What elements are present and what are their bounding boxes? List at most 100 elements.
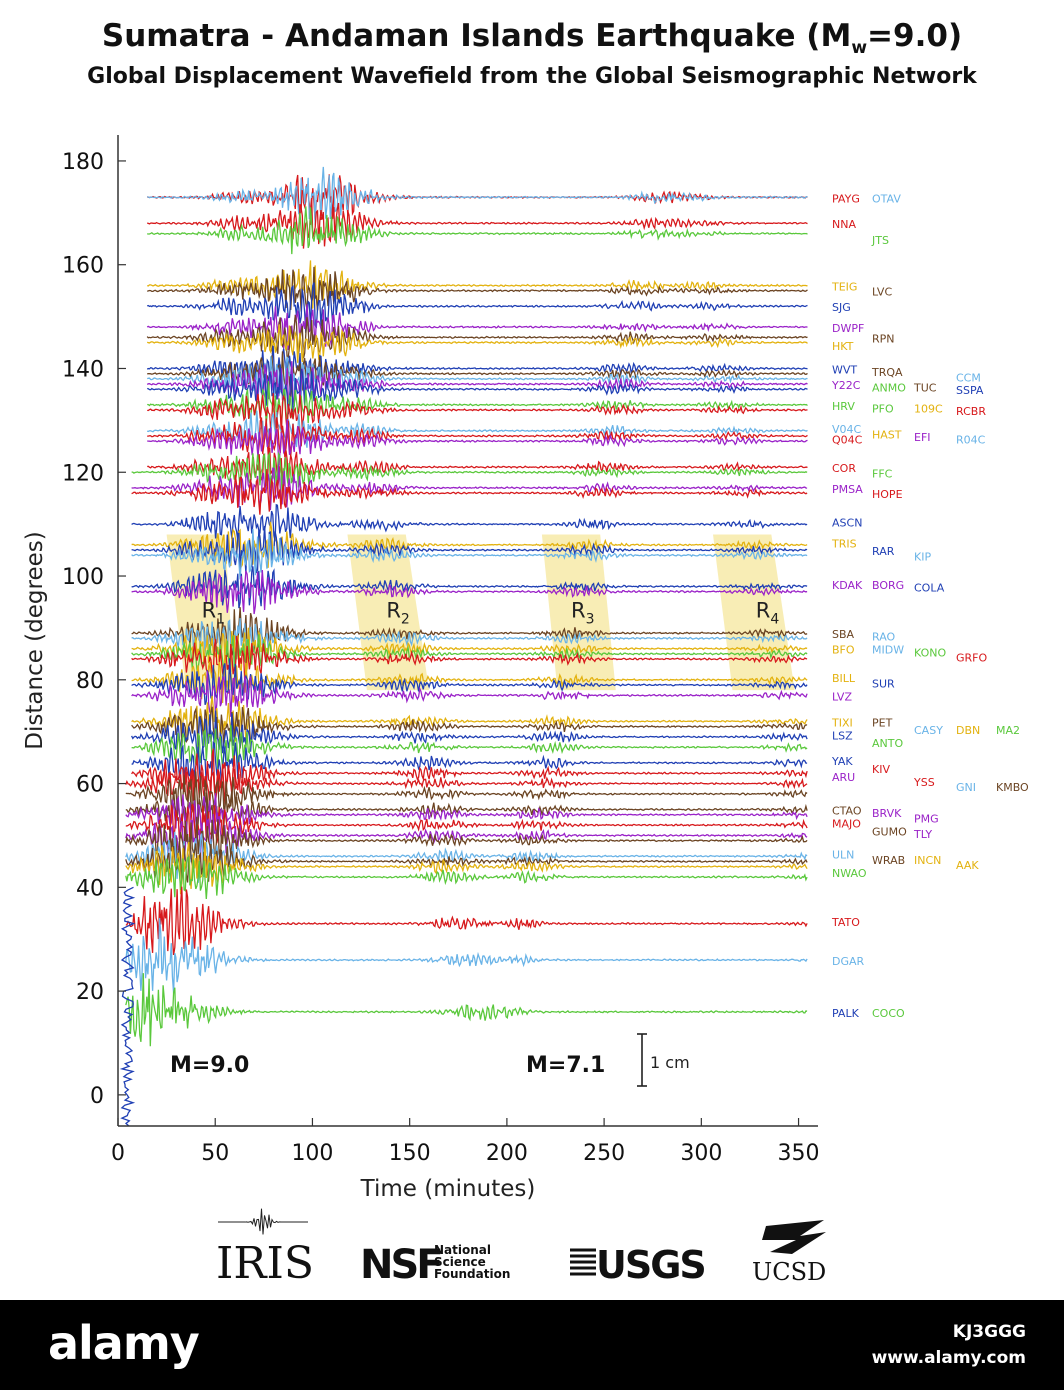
- station-label-109c: 109C: [914, 402, 943, 415]
- y-tick-label-120: 120: [62, 461, 104, 486]
- trace-2: [146, 198, 808, 249]
- trace-45: [125, 771, 808, 821]
- y-tick-label-0: 0: [90, 1084, 104, 1109]
- station-label-lvz: LVZ: [832, 690, 852, 703]
- x-axis-label: Time (minutes): [360, 1176, 536, 1202]
- station-label-rar: RAR: [872, 545, 895, 558]
- seismogram-chart: 0 50 100 150 200 250 300 350 0 20 40 60 80 100 120 140 1…: [22, 135, 1029, 1289]
- usgs-logo: USGS: [596, 1243, 705, 1287]
- station-label-y22c: Y22C: [831, 379, 861, 392]
- x-tick-label-50: 50: [201, 1141, 229, 1166]
- x-tick-label-250: 250: [583, 1141, 625, 1166]
- stock-url: www.alamy.com: [871, 1348, 1026, 1368]
- phase-label-sub-3: 3: [586, 612, 595, 628]
- station-label-brvk: BRVK: [872, 807, 902, 820]
- nsf-logo-line-3: Foundation: [434, 1267, 510, 1281]
- station-label-sur: SUR: [872, 677, 895, 690]
- aftershock-label: M=7.1: [526, 1053, 605, 1078]
- trace-11: [147, 351, 808, 398]
- station-label-kiv: KIV: [872, 763, 890, 776]
- trace-7: [146, 304, 808, 351]
- station-label-coco: COCO: [872, 1007, 905, 1020]
- trace-34: [131, 635, 808, 683]
- trace-54: [125, 856, 808, 899]
- trace-44: [125, 766, 808, 808]
- trace-16: [147, 393, 808, 437]
- station-label-anmo: ANMO: [872, 382, 906, 395]
- station-label-ascn: ASCN: [832, 517, 862, 530]
- station-label-gni: GNI: [956, 781, 976, 794]
- trace-51: [125, 831, 808, 883]
- trace-6: [147, 282, 808, 333]
- chart-axes: 0 50 100 150 200 250 300 350 0 20 40 60 80 100 120 140 1…: [22, 135, 820, 1202]
- trace-27: [131, 528, 808, 580]
- station-label-wvt: WVT: [832, 363, 857, 376]
- scale-bar-label: 1 cm: [650, 1053, 690, 1072]
- station-label-trqa: TRQA: [871, 366, 903, 379]
- station-label-ctao: CTAO: [832, 805, 862, 818]
- station-label-tris: TRIS: [831, 537, 857, 550]
- station-label-hope: HOPE: [872, 488, 903, 501]
- y-tick-label-60: 60: [76, 773, 104, 798]
- x-tick-label-300: 300: [680, 1141, 722, 1166]
- phase-band-4: [713, 534, 795, 691]
- trace-53: [125, 841, 808, 895]
- station-label-tixi: TIXI: [831, 716, 853, 729]
- trace-46: [125, 787, 808, 835]
- trace-5: [146, 266, 808, 312]
- phase-label-sub-2: 2: [401, 612, 410, 628]
- trace-52: [125, 836, 808, 884]
- station-label-cor: COR: [832, 462, 856, 475]
- ucsd-emblem-icon: [762, 1220, 826, 1254]
- x-tick-label-200: 200: [486, 1141, 528, 1166]
- station-label-dgar: DGAR: [832, 955, 865, 968]
- station-label-wrab: WRAB: [872, 854, 905, 867]
- trace-24: [131, 503, 808, 542]
- trace-31: [131, 618, 808, 655]
- seismic-traces: [119, 166, 808, 1127]
- y-axis-label: Distance (degrees): [22, 531, 48, 749]
- chart-title: Sumatra - Andaman Islands Earthquake (Mw…: [0, 18, 1064, 58]
- x-tick-label-150: 150: [389, 1141, 431, 1166]
- station-label-aak: AAK: [956, 859, 979, 872]
- y-tick-label-20: 20: [76, 980, 104, 1005]
- trace-37: [131, 671, 808, 717]
- trace-12: [147, 356, 808, 402]
- station-label-efi: EFI: [914, 431, 931, 444]
- iris-seismogram-icon: [218, 1208, 308, 1235]
- mainshock-trace: [119, 886, 136, 1127]
- trace-39: [131, 706, 808, 751]
- station-label-tato: TATO: [831, 916, 860, 929]
- station-label-rpn: RPN: [872, 332, 895, 345]
- title-subscript: w: [851, 38, 868, 59]
- station-label-q04c: Q04C: [832, 434, 863, 447]
- station-label-hkt: HKT: [832, 340, 854, 353]
- station-label-lsz: LSZ: [832, 729, 853, 742]
- station-label-yss: YSS: [913, 776, 935, 789]
- station-label-cola: COLA: [914, 581, 945, 594]
- station-label-nwao: NWAO: [832, 867, 867, 880]
- trace-41: [131, 725, 808, 771]
- ucsd-logo: UCSD: [752, 1258, 826, 1286]
- nsf-logo-mark: NSF: [360, 1242, 441, 1288]
- station-label-kdak: KDAK: [832, 579, 863, 592]
- trace-55: [125, 886, 808, 956]
- station-label-uln: ULN: [832, 849, 854, 862]
- station-label-bfo: BFO: [832, 644, 855, 657]
- trace-47: [125, 793, 808, 841]
- station-label-otav: OTAV: [872, 192, 901, 205]
- mainshock-label: M=9.0: [170, 1053, 249, 1078]
- station-label-hast: HAST: [872, 428, 902, 441]
- nsf-logo-line-2: Science: [434, 1255, 486, 1269]
- station-label-midw: MIDW: [872, 644, 904, 657]
- station-label-rao: RAO: [872, 631, 896, 644]
- station-label-ccm: CCM: [956, 371, 981, 384]
- trace-40: [131, 710, 808, 755]
- x-tick-label-350: 350: [778, 1141, 820, 1166]
- station-label-kip: KIP: [914, 550, 931, 563]
- station-label-r04c: R04C: [956, 434, 986, 447]
- trace-32: [131, 627, 808, 674]
- station-label-kmbo: KMBO: [996, 781, 1029, 794]
- y-tick-label-160: 160: [62, 254, 104, 279]
